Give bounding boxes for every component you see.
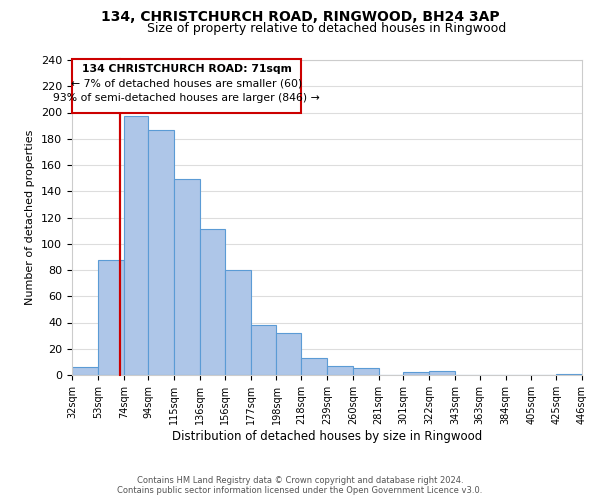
Text: ← 7% of detached houses are smaller (60): ← 7% of detached houses are smaller (60) — [71, 78, 302, 88]
Bar — [72, 367, 98, 375]
Bar — [124, 116, 148, 375]
Bar — [353, 368, 379, 375]
Bar — [429, 371, 455, 375]
Bar — [251, 325, 277, 375]
Bar — [556, 374, 582, 375]
Bar — [277, 333, 301, 375]
Bar — [98, 260, 124, 375]
Bar — [174, 180, 200, 375]
Bar — [148, 130, 174, 375]
Text: 134 CHRISTCHURCH ROAD: 71sqm: 134 CHRISTCHURCH ROAD: 71sqm — [82, 64, 292, 74]
Bar — [403, 372, 429, 375]
Text: 134, CHRISTCHURCH ROAD, RINGWOOD, BH24 3AP: 134, CHRISTCHURCH ROAD, RINGWOOD, BH24 3… — [101, 10, 499, 24]
Title: Size of property relative to detached houses in Ringwood: Size of property relative to detached ho… — [148, 22, 506, 35]
X-axis label: Distribution of detached houses by size in Ringwood: Distribution of detached houses by size … — [172, 430, 482, 442]
Bar — [225, 270, 251, 375]
Bar — [200, 230, 225, 375]
FancyBboxPatch shape — [72, 58, 301, 112]
Bar — [327, 366, 353, 375]
Bar — [301, 358, 327, 375]
Text: Contains HM Land Registry data © Crown copyright and database right 2024.
Contai: Contains HM Land Registry data © Crown c… — [118, 476, 482, 495]
Text: 93% of semi-detached houses are larger (846) →: 93% of semi-detached houses are larger (… — [53, 93, 320, 103]
Y-axis label: Number of detached properties: Number of detached properties — [25, 130, 35, 305]
